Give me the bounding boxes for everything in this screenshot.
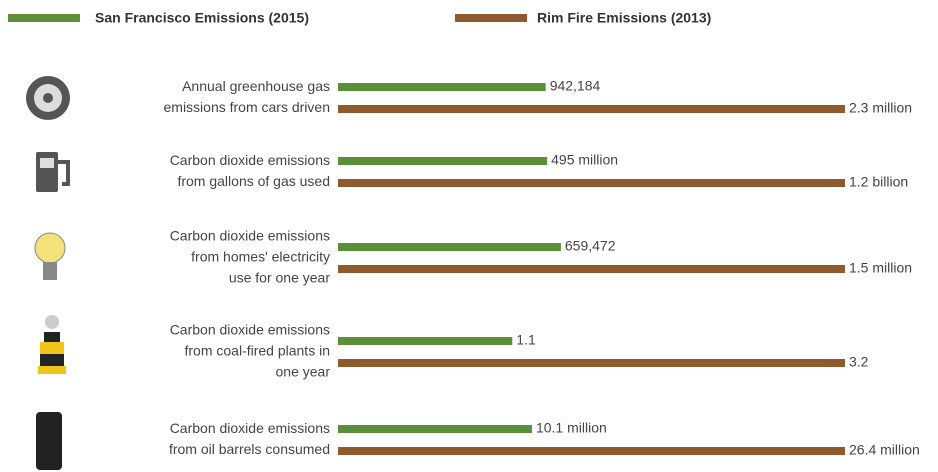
value-label: 495 million: [551, 152, 618, 168]
bar: [338, 359, 845, 367]
value-label: 659,472: [565, 238, 616, 254]
value-label: 942,184: [550, 78, 601, 94]
legend-label: San Francisco Emissions (2015): [95, 10, 309, 26]
category-label: from oil barrels consumed: [169, 441, 330, 457]
bar: [338, 243, 561, 251]
legend-swatch: [455, 14, 527, 22]
category-label: Carbon dioxide emissions: [170, 322, 330, 338]
bar: [338, 447, 845, 455]
value-label: 3.2: [849, 354, 869, 370]
bar: [338, 157, 548, 165]
value-label: 26.4 million: [849, 442, 920, 458]
category-label: Carbon dioxide emissions: [170, 420, 330, 436]
value-label: 1.5 million: [849, 260, 912, 276]
category-label: Carbon dioxide emissions: [170, 228, 330, 244]
icons: [26, 76, 70, 470]
value-label: 2.3 million: [849, 100, 912, 116]
category-label: from gallons of gas used: [177, 173, 330, 189]
bar: [338, 179, 845, 187]
category-label: use for one year: [229, 270, 331, 286]
category-label: Carbon dioxide emissions: [170, 152, 330, 168]
bar: [338, 265, 845, 273]
legend-swatch: [8, 14, 80, 22]
value-label: 1.2 billion: [849, 174, 908, 190]
category-label: from coal-fired plants in: [184, 343, 330, 359]
category-label: one year: [276, 364, 331, 380]
category-label: emissions from cars driven: [164, 99, 331, 115]
category-label: Annual greenhouse gas: [182, 78, 330, 94]
bar: [338, 105, 845, 113]
value-label: 1.1: [516, 332, 536, 348]
value-label: 10.1 million: [536, 420, 607, 436]
category-label: from homes' electricity: [191, 249, 330, 265]
bar: [338, 425, 532, 433]
legend-label: Rim Fire Emissions (2013): [537, 10, 711, 26]
bar: [338, 337, 513, 345]
bar: [338, 83, 546, 91]
